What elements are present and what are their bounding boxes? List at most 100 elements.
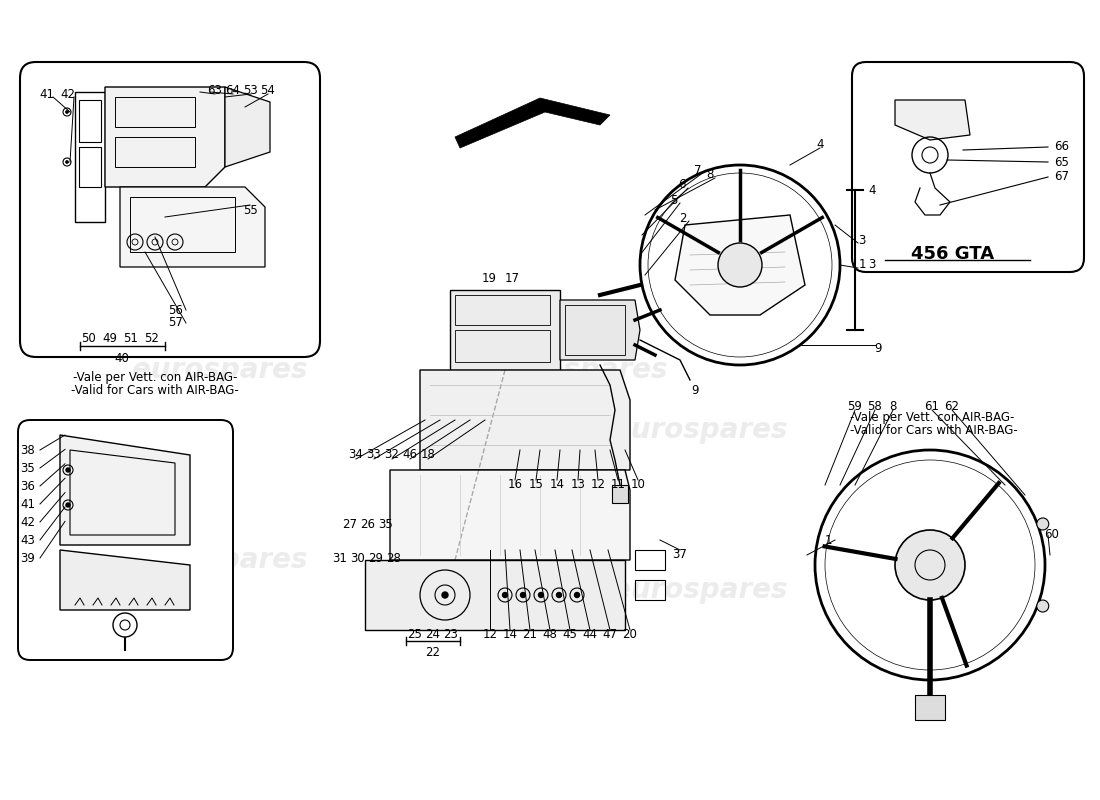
Text: eurospares: eurospares xyxy=(613,576,788,604)
Text: 67: 67 xyxy=(1055,170,1069,183)
Text: 35: 35 xyxy=(21,462,35,474)
Circle shape xyxy=(66,161,68,163)
Text: 5: 5 xyxy=(670,194,678,206)
Text: 64: 64 xyxy=(226,83,241,97)
Text: 59: 59 xyxy=(848,399,862,413)
Text: 1: 1 xyxy=(858,258,866,271)
Text: -Valid for Cars with AIR-BAG-: -Valid for Cars with AIR-BAG- xyxy=(850,425,1018,438)
Text: 41: 41 xyxy=(40,87,55,101)
Text: 25: 25 xyxy=(408,629,422,642)
Text: 29: 29 xyxy=(368,551,384,565)
Text: 57: 57 xyxy=(168,317,184,330)
Text: 33: 33 xyxy=(366,449,382,462)
Text: 8: 8 xyxy=(889,399,896,413)
Text: 66: 66 xyxy=(1055,141,1069,154)
Polygon shape xyxy=(60,550,190,610)
Text: 3: 3 xyxy=(868,258,876,271)
Text: 8: 8 xyxy=(706,169,714,182)
Text: 42: 42 xyxy=(60,87,76,101)
Text: 43: 43 xyxy=(21,534,35,546)
Text: 56: 56 xyxy=(168,303,184,317)
Polygon shape xyxy=(560,300,640,360)
Circle shape xyxy=(574,593,580,598)
Polygon shape xyxy=(455,98,610,148)
Text: 26: 26 xyxy=(361,518,375,531)
Text: 22: 22 xyxy=(426,646,440,658)
Text: 45: 45 xyxy=(562,629,578,642)
FancyBboxPatch shape xyxy=(18,420,233,660)
Circle shape xyxy=(895,530,965,600)
Polygon shape xyxy=(675,215,805,315)
Text: 31: 31 xyxy=(332,551,348,565)
Circle shape xyxy=(1037,600,1048,612)
Text: 9: 9 xyxy=(874,342,882,354)
Circle shape xyxy=(539,593,543,598)
Text: 12: 12 xyxy=(591,478,605,491)
Text: 28: 28 xyxy=(386,551,402,565)
Text: 23: 23 xyxy=(443,629,459,642)
Circle shape xyxy=(442,592,448,598)
Text: 61: 61 xyxy=(924,399,939,413)
Polygon shape xyxy=(104,87,226,187)
Text: 53: 53 xyxy=(243,83,258,97)
Text: 3: 3 xyxy=(858,234,866,246)
Text: -Valid for Cars with AIR-BAG-: -Valid for Cars with AIR-BAG- xyxy=(72,383,239,397)
Text: 4: 4 xyxy=(816,138,824,151)
Text: -Vale per Vett. con AIR-BAG-: -Vale per Vett. con AIR-BAG- xyxy=(73,370,238,383)
Text: 12: 12 xyxy=(483,629,497,642)
Text: 21: 21 xyxy=(522,629,538,642)
Text: 27: 27 xyxy=(342,518,358,531)
Text: 54: 54 xyxy=(261,83,275,97)
Text: 39: 39 xyxy=(21,551,35,565)
Circle shape xyxy=(503,593,507,598)
Text: 48: 48 xyxy=(542,629,558,642)
Text: 65: 65 xyxy=(1055,155,1069,169)
Polygon shape xyxy=(390,470,630,560)
Text: 9: 9 xyxy=(691,383,698,397)
Text: 36: 36 xyxy=(21,479,35,493)
Polygon shape xyxy=(365,560,625,630)
Text: 42: 42 xyxy=(21,515,35,529)
Text: 24: 24 xyxy=(426,629,440,642)
Text: 11: 11 xyxy=(610,478,626,491)
Text: 30: 30 xyxy=(351,551,365,565)
Circle shape xyxy=(520,593,526,598)
Text: 47: 47 xyxy=(603,629,617,642)
Text: 37: 37 xyxy=(672,549,688,562)
Text: 62: 62 xyxy=(945,399,959,413)
Text: eurospares: eurospares xyxy=(132,356,308,384)
Text: 14: 14 xyxy=(503,629,517,642)
Text: 46: 46 xyxy=(403,449,418,462)
Text: 456 GTA: 456 GTA xyxy=(912,245,994,263)
Text: 35: 35 xyxy=(378,518,394,531)
Polygon shape xyxy=(915,695,945,720)
Polygon shape xyxy=(612,485,628,503)
Text: 60: 60 xyxy=(1045,529,1059,542)
Text: 40: 40 xyxy=(114,351,130,365)
Text: 32: 32 xyxy=(385,449,399,462)
Text: 15: 15 xyxy=(529,478,543,491)
Circle shape xyxy=(718,243,762,287)
Text: 17: 17 xyxy=(505,271,519,285)
Text: eurospares: eurospares xyxy=(613,416,788,444)
Text: 34: 34 xyxy=(349,449,363,462)
FancyBboxPatch shape xyxy=(852,62,1084,272)
Polygon shape xyxy=(895,100,970,140)
Text: 18: 18 xyxy=(420,449,436,462)
Polygon shape xyxy=(420,370,630,470)
Text: eurospares: eurospares xyxy=(132,546,308,574)
Text: -Vale per Vett. con AIR-BAG-: -Vale per Vett. con AIR-BAG- xyxy=(850,411,1014,425)
Circle shape xyxy=(1037,518,1048,530)
Text: 63: 63 xyxy=(208,83,222,97)
Text: eurospares: eurospares xyxy=(493,356,668,384)
FancyBboxPatch shape xyxy=(20,62,320,357)
Text: 1: 1 xyxy=(824,534,832,546)
Polygon shape xyxy=(450,290,560,370)
Text: 20: 20 xyxy=(623,629,637,642)
Text: 4: 4 xyxy=(868,183,876,197)
Text: 2: 2 xyxy=(680,211,686,225)
Polygon shape xyxy=(60,435,190,545)
Polygon shape xyxy=(120,187,265,267)
Text: 16: 16 xyxy=(507,478,522,491)
Text: 10: 10 xyxy=(630,478,646,491)
